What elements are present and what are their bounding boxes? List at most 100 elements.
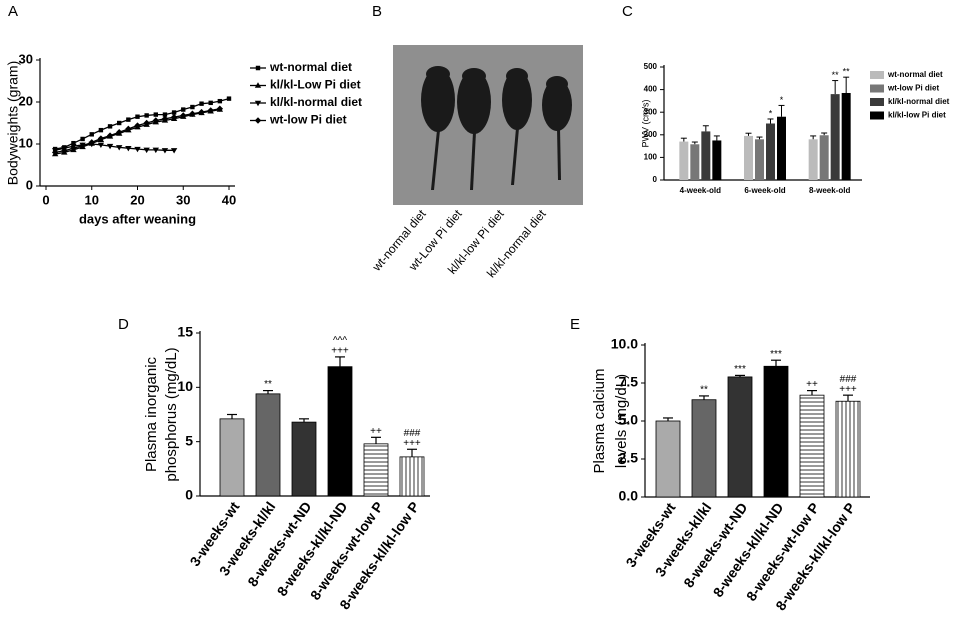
significance-mark: ^^^ (333, 336, 347, 347)
data-point (88, 139, 95, 146)
y-tick-label: 20 (19, 93, 33, 108)
x-tick-label: 30 (176, 192, 190, 207)
bar (690, 144, 700, 180)
bar (755, 139, 764, 180)
significance-mark: * (780, 95, 784, 105)
legend-label: kl/kl-low Pi diet (888, 111, 946, 120)
legend-label: wt-low Pi diet (887, 84, 939, 93)
y-tick-label: 300 (644, 107, 658, 116)
data-point (61, 147, 68, 154)
y-tick-label: 100 (644, 153, 658, 162)
legend-marker (254, 100, 262, 107)
data-point (125, 146, 132, 152)
data-point (97, 142, 105, 149)
x-tick-label: 6-week-old (744, 186, 785, 195)
y-axis-label: Plasma calcium (591, 368, 608, 473)
data-point (152, 147, 159, 154)
data-point (117, 120, 122, 126)
data-point (161, 115, 169, 122)
data-point (135, 114, 140, 119)
y-tick-label: 0.0 (619, 488, 639, 504)
panel-label: D (118, 316, 129, 333)
data-point (116, 145, 123, 151)
x-tick-label: 4-week-old (680, 186, 721, 195)
bar (744, 135, 753, 180)
data-point (226, 96, 232, 101)
bar (763, 365, 789, 498)
y-tick-label: 400 (644, 85, 658, 94)
bar (327, 366, 353, 497)
data-point (180, 112, 187, 119)
y-axis-label: Bodyweights (gram) (5, 61, 21, 186)
data-point (143, 119, 150, 127)
y-axis-label: phosphorus (mg/dL) (163, 347, 180, 481)
data-point (207, 107, 214, 114)
bar (835, 400, 861, 498)
x-axis-label: days after weaning (79, 211, 196, 226)
data-point (80, 136, 85, 142)
data-point (97, 135, 105, 142)
data-point (143, 147, 150, 154)
bar (255, 393, 281, 497)
y-tick-label: 0 (185, 487, 193, 503)
legend-label: kl/kl-normal diet (270, 95, 362, 109)
data-point (198, 108, 205, 116)
data-point (134, 146, 141, 153)
significance-mark: +++ (403, 438, 421, 449)
bar (712, 140, 722, 180)
significance-mark: ++ (806, 379, 818, 390)
y-tick-label: 5.0 (619, 412, 639, 428)
data-point (217, 98, 223, 104)
significance-mark: +++ (839, 384, 857, 395)
bar (399, 456, 425, 497)
y-tick-label: 5 (185, 432, 193, 448)
data-point (170, 113, 178, 121)
bar (766, 123, 775, 180)
significance-mark: ### (404, 428, 421, 439)
legend-marker (255, 65, 261, 71)
x-tick-label: 10 (85, 192, 99, 207)
bar (219, 418, 245, 497)
data-point (153, 112, 158, 117)
data-point (70, 145, 77, 152)
x-tick-label: 8-week-old (809, 186, 850, 195)
legend-swatch (870, 71, 884, 79)
panel-label: A (8, 3, 18, 20)
y-axis-label: PWV (cm/s) (640, 100, 650, 148)
data-point (181, 107, 186, 112)
data-point (144, 113, 149, 118)
bar (291, 421, 317, 497)
bar (727, 376, 753, 498)
y-axis-label: levels (mg/dL) (613, 374, 630, 468)
legend-label: wt-normal diet (887, 70, 943, 79)
bar (679, 141, 689, 180)
data-point (134, 122, 141, 129)
bar (830, 94, 840, 180)
legend-swatch (870, 111, 884, 120)
data-point (170, 148, 178, 154)
panel-label: E (570, 316, 580, 333)
significance-mark: ++ (370, 426, 382, 437)
data-point (189, 110, 196, 117)
x-tick-label: 20 (130, 192, 144, 207)
data-point (190, 104, 195, 110)
data-point (208, 100, 213, 106)
legend-label: kl/kl-Low Pi diet (270, 78, 361, 92)
significance-mark: * (769, 108, 773, 118)
data-point (161, 148, 169, 154)
significance-mark: ### (840, 374, 857, 385)
legend-marker (254, 117, 262, 124)
y-tick-label: 30 (19, 51, 33, 66)
bar (691, 399, 717, 498)
y-tick-label: 7.5 (619, 374, 639, 390)
y-tick-label: 10 (177, 378, 193, 394)
bar (777, 116, 786, 180)
y-tick-label: 200 (644, 130, 658, 139)
significance-mark: ** (700, 385, 708, 396)
data-point (89, 132, 94, 137)
y-tick-label: 10.0 (611, 336, 638, 352)
y-tick-label: 2.5 (619, 450, 639, 466)
bar (808, 139, 818, 180)
data-point (106, 132, 114, 139)
